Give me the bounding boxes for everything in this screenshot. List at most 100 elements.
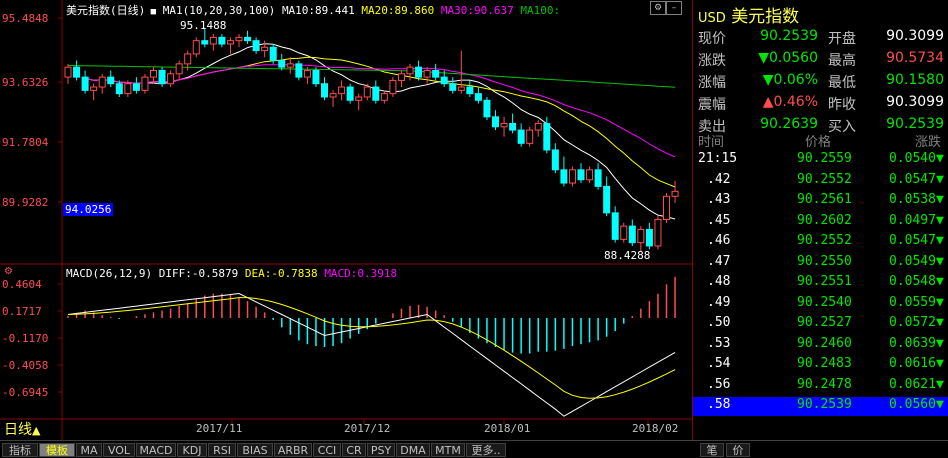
tab-psy[interactable]: PSY [367, 443, 395, 457]
tick-row[interactable]: .43 90.2561 0.0538▼ [693, 192, 948, 211]
candle-body [611, 212, 619, 240]
tick-change: 0.0549▼ [889, 253, 944, 269]
candle-body [107, 76, 115, 85]
candle-body [406, 66, 414, 75]
gear-icon[interactable]: ⚙ [4, 266, 13, 277]
tab-cr[interactable]: CR [342, 443, 366, 457]
tab-ma[interactable]: MA [76, 443, 102, 457]
tick-time: .47 [707, 253, 731, 269]
tick-change: 0.0538▼ [889, 192, 944, 207]
tab-cci[interactable]: CCI [313, 443, 341, 457]
quote-symbol: USD [698, 11, 726, 26]
candle-body [380, 93, 388, 101]
tick-time: 21:15 [698, 151, 738, 166]
tab-macd[interactable]: MACD [136, 443, 176, 457]
date-label: 2018/02 [632, 422, 679, 435]
quote-name: 美元指数 [731, 7, 800, 27]
quote-value: 90.3099 [886, 94, 944, 110]
price-axis-label: 93.6326 [2, 76, 49, 89]
candle-body [526, 129, 534, 144]
candle-body [466, 86, 474, 95]
tick-row[interactable]: 21:15 90.2559 0.0540▼ [693, 151, 948, 170]
tab-price[interactable]: 价 [726, 443, 750, 457]
quote-label: 开盘 [828, 31, 856, 47]
tick-price: 90.2561 [797, 192, 852, 207]
tick-row[interactable]: .54 90.2483 0.0616▼ [693, 356, 948, 375]
tick-price: 90.2551 [797, 274, 852, 289]
diff-line [67, 292, 676, 417]
tab-rsi[interactable]: RSI [208, 443, 236, 457]
candle-body [175, 63, 183, 75]
quote-label: 卖出 [698, 119, 726, 135]
tab-更多..[interactable]: 更多.. [466, 443, 506, 457]
tick-row[interactable]: .50 90.2527 0.0572▼ [693, 315, 948, 334]
candle-body [423, 69, 431, 78]
tick-row[interactable]: .48 90.2551 0.0548▼ [693, 274, 948, 293]
tab-mtm[interactable]: MTM [431, 443, 465, 457]
low-annotation: 88.4288 [604, 249, 651, 262]
candle-body [568, 169, 576, 184]
candle-body [252, 40, 260, 52]
candle-body [474, 93, 482, 101]
candle-body [81, 76, 89, 91]
ma-legend: 美元指数(日线) ■ MA1(10,20,30,100) MA10:89.441… [66, 2, 560, 18]
tick-row[interactable]: .45 90.2602 0.0497▼ [693, 213, 948, 232]
candle-body [278, 60, 286, 68]
tick-row[interactable]: .42 90.2552 0.0547▼ [693, 172, 948, 191]
price-axis-label: 91.7804 [2, 136, 49, 149]
tab-stroke[interactable]: 笔 [700, 443, 724, 457]
quote-label: 现价 [698, 31, 726, 47]
candle-body [158, 69, 166, 85]
quote-panel: USD 美元指数 现价 90.2539 开盘 90.3099 涨跌 ▼0.0560 最高 90… [692, 0, 948, 440]
quote-value: 90.2539 [886, 116, 944, 132]
quote-label: 涨幅 [698, 75, 726, 91]
tick-time: .56 [707, 376, 731, 392]
tick-change: 0.0547▼ [889, 171, 944, 187]
minimize-icon[interactable]: – [666, 1, 682, 15]
candle-body [244, 36, 252, 42]
tab-bias[interactable]: BIAS [237, 443, 273, 457]
candle-body [90, 86, 98, 91]
tab-dma[interactable]: DMA [396, 443, 430, 457]
tick-header-time: 时间 [698, 135, 725, 150]
tab-vol[interactable]: VOL [103, 443, 135, 457]
candle-body [389, 79, 397, 95]
tick-change: 0.0497▼ [889, 212, 944, 228]
tick-time: .53 [707, 335, 731, 351]
tick-row[interactable]: .47 90.2550 0.0549▼ [693, 254, 948, 273]
tick-row[interactable]: .46 90.2552 0.0547▼ [693, 233, 948, 252]
tick-change: 0.0621▼ [889, 376, 944, 392]
macd-title: MACD(26,12,9) [66, 267, 153, 280]
kline-chart-area[interactable]: 美元指数(日线) ■ MA1(10,20,30,100) MA10:89.441… [0, 0, 692, 440]
candle-body [286, 63, 294, 68]
tick-time: .58 [707, 397, 731, 412]
macd-axis-label: -0.6945 [2, 386, 49, 399]
tick-change: 0.0548▼ [889, 274, 944, 289]
candle-body [201, 40, 209, 45]
candle-body [303, 69, 311, 78]
tab-indicators[interactable]: 指标 [2, 443, 38, 457]
tick-row[interactable]: .49 90.2540 0.0559▼ [693, 295, 948, 314]
candle-body [124, 83, 132, 95]
tab-kdj[interactable]: KDJ [177, 443, 207, 457]
candle-body [184, 53, 192, 65]
quote-value: ▲0.46% [762, 94, 818, 110]
tick-row[interactable]: .56 90.2478 0.0621▼ [693, 377, 948, 396]
tab-arbr[interactable]: ARBR [274, 443, 312, 457]
tick-change: 0.0560▼ [889, 397, 944, 412]
quote-value: 90.2539 [760, 28, 818, 44]
candle-body [645, 228, 653, 247]
tab-template[interactable]: 模板 [39, 443, 75, 457]
settings-icon[interactable]: ⚙ [650, 1, 666, 15]
tick-row[interactable]: .58 90.2539 0.0560▼ [693, 397, 948, 416]
tick-row[interactable]: .53 90.2460 0.0639▼ [693, 336, 948, 355]
kline-chart-svg[interactable] [0, 0, 692, 440]
quote-value: 90.2639 [760, 116, 818, 132]
tick-header-price: 价格 [805, 135, 832, 150]
candle-body [577, 169, 585, 181]
period-selector[interactable]: 日线▲ [4, 419, 40, 439]
candle-body [534, 122, 542, 131]
tick-time: .54 [707, 356, 731, 371]
candle-body [551, 149, 559, 171]
indicator-tab-bar: 指标 模板 MA VOL MACD KDJ RSI BIAS ARBR CCI CR PSY DMA MT… [0, 440, 948, 458]
